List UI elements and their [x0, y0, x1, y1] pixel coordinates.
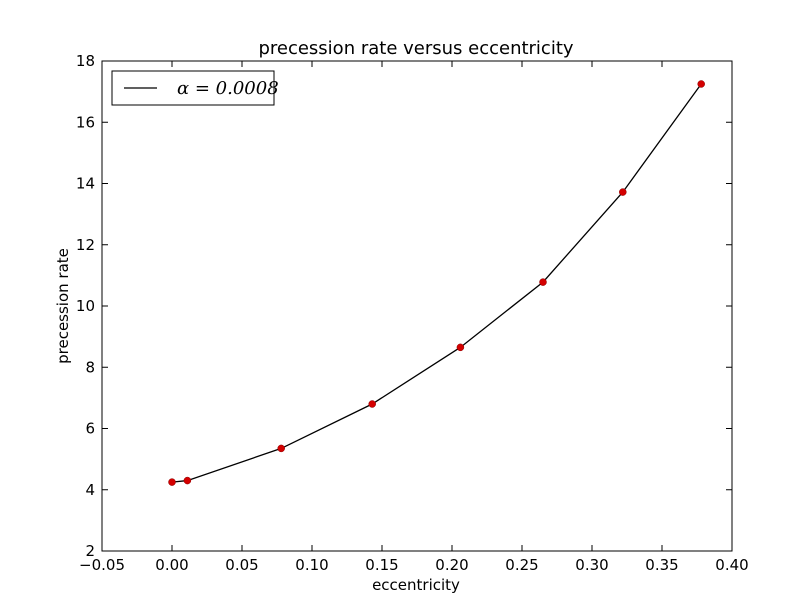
y-tick-label: 6: [85, 420, 95, 438]
chart-title: precession rate versus eccentricity: [258, 38, 573, 59]
data-point: [456, 343, 465, 352]
ticks-layer: −0.05 0.00 0.05 0.10 0.15 0.20 0.25 0.30 0.35 0.4…: [76, 52, 749, 574]
y-tick-label: 12: [76, 236, 95, 254]
data-point: [183, 476, 192, 485]
series-line: [171, 83, 702, 483]
y-tick-label: 14: [76, 175, 95, 193]
y-tick-label: 2: [85, 542, 95, 560]
data-point: [539, 278, 547, 286]
y-axis-label: precession rate: [54, 248, 72, 364]
x-axis-label: eccentricity: [372, 576, 460, 594]
axes-frame: [101, 60, 733, 552]
legend: α = 0.0008: [111, 70, 279, 106]
y-tick-label: 16: [76, 113, 95, 131]
y-tick-label: 18: [76, 52, 95, 70]
data-point: [277, 444, 285, 453]
x-tick-label: 0.30: [575, 556, 608, 574]
x-tick-label: 0.10: [295, 556, 328, 574]
legend-entry-label: α = 0.0008: [177, 78, 279, 99]
y-tick-label: 10: [76, 297, 95, 315]
x-tick-label: 0.05: [225, 556, 258, 574]
x-tick-label: 0.40: [715, 556, 748, 574]
y-tick-label: 4: [85, 481, 95, 499]
data-point: [168, 478, 176, 486]
data-point: [619, 188, 627, 196]
x-tick-label: −0.05: [79, 556, 125, 574]
data-point: [368, 400, 376, 408]
data-point: [697, 80, 705, 88]
x-tick-label: 0.35: [645, 556, 678, 574]
x-tick-label: 0.25: [505, 556, 538, 574]
series-layer: [168, 80, 705, 486]
x-tick-label: 0.00: [155, 556, 188, 574]
plot-area: −0.05 0.00 0.05 0.10 0.15 0.20 0.25 0.30 0.35 0.4…: [76, 52, 749, 574]
x-tick-label: 0.15: [365, 556, 398, 574]
x-tick-label: 0.20: [435, 556, 468, 574]
y-tick-label: 8: [85, 358, 95, 376]
